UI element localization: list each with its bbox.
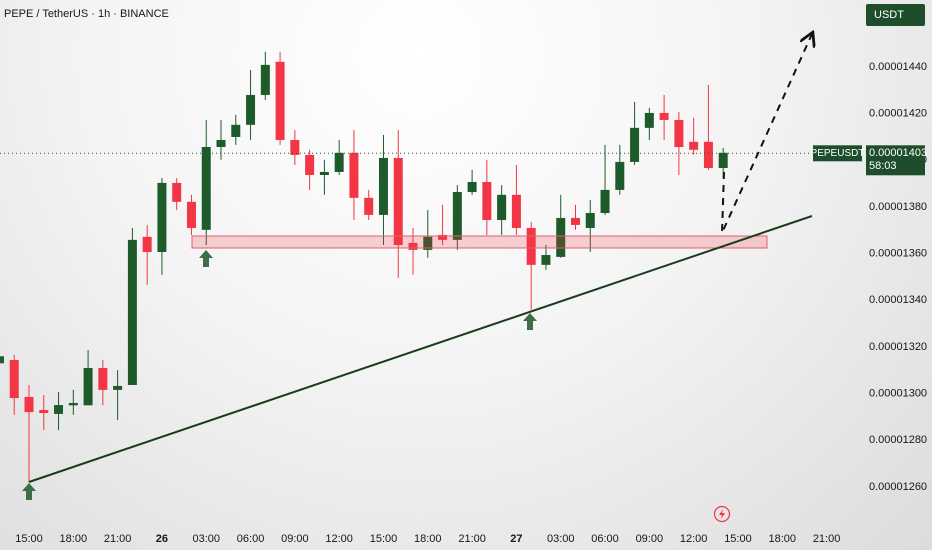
candle-body	[423, 236, 433, 250]
x-tick-label: 12:00	[680, 533, 708, 545]
candle-body	[349, 152, 359, 198]
x-tick-label: 03:00	[547, 533, 575, 545]
candle-body	[142, 236, 152, 252]
candle-body	[334, 152, 344, 172]
x-tick-label: 06:00	[237, 533, 265, 545]
candle-body	[467, 182, 477, 193]
candle-body	[319, 171, 329, 175]
chart-title: PEPE / TetherUS · 1h · BINANCE	[4, 8, 169, 20]
candle-body	[644, 112, 654, 128]
candle-body	[246, 94, 256, 125]
candle-body	[615, 161, 625, 190]
candle-body	[305, 154, 315, 175]
candle-body	[497, 194, 507, 221]
candle-body	[9, 360, 19, 399]
x-tick-label: 15:00	[724, 533, 752, 545]
x-tick-label: 09:00	[281, 533, 309, 545]
candle-body	[630, 127, 640, 162]
plot-area	[0, 51, 862, 483]
x-tick-label: 18:00	[414, 533, 442, 545]
unit-badge	[866, 4, 925, 26]
y-tick-label: 0.00001360	[869, 248, 927, 260]
y-tick-label: 0.00001300	[869, 388, 927, 400]
x-tick-label: 03:00	[192, 533, 220, 545]
x-tick-label: 15:00	[15, 533, 43, 545]
candle-body	[186, 201, 196, 228]
y-tick-label: 0.00001420	[869, 108, 927, 120]
up-arrow	[523, 313, 537, 330]
candle-body	[54, 405, 64, 414]
unit-label: USDT	[874, 9, 904, 21]
x-tick-label: 18:00	[60, 533, 88, 545]
drawings	[22, 34, 813, 523]
candle-body	[408, 242, 418, 250]
y-tick-label: 0.00001320	[869, 341, 927, 353]
candle-body	[127, 239, 137, 385]
x-tick-label: 09:00	[636, 533, 664, 545]
x-tick-label: 06:00	[591, 533, 619, 545]
candle-body	[216, 140, 226, 147]
candle-body	[172, 182, 182, 202]
y-tick-label: 0.00001260	[869, 481, 927, 493]
candle-body	[24, 396, 34, 413]
x-tick-label: 15:00	[370, 533, 398, 545]
up-arrow	[199, 250, 213, 267]
symbol-badge	[813, 145, 862, 162]
projection-arrow	[721, 34, 812, 234]
candle-body	[674, 119, 684, 147]
price-badge	[866, 145, 925, 176]
y-tick-label: 0.00001380	[869, 201, 927, 213]
candle-body	[689, 141, 699, 150]
candle-body	[541, 255, 551, 265]
symbol-label: PEPEUSDT	[811, 148, 865, 159]
candle-body	[98, 367, 108, 390]
x-tick-label: 27	[510, 533, 522, 545]
candle-body	[556, 217, 566, 257]
x-tick-label: 18:00	[769, 533, 797, 545]
y-tick-label: 0.00001280	[869, 434, 927, 446]
support-zone	[191, 235, 768, 249]
candle-body	[452, 192, 462, 240]
candle-body	[600, 189, 610, 214]
candle-body	[364, 197, 374, 215]
candle-body	[482, 182, 492, 221]
x-tick-label: 12:00	[325, 533, 353, 545]
x-tick-label: 21:00	[813, 533, 841, 545]
candle-body	[157, 182, 167, 252]
candle-body	[718, 152, 728, 168]
candle-body	[703, 141, 713, 168]
candle-body	[201, 147, 211, 230]
candle-body	[0, 356, 4, 364]
countdown-label: 58:03	[869, 160, 897, 172]
candle-body	[393, 157, 403, 245]
candle-body	[438, 234, 448, 240]
x-tick-label: 26	[156, 533, 168, 545]
price-label: 0.00001403	[869, 147, 927, 159]
candle-body	[290, 140, 300, 155]
candle-body	[260, 64, 270, 95]
candle-body	[526, 227, 536, 265]
candle-body	[39, 409, 49, 413]
candle-body	[68, 402, 78, 406]
candle-body	[275, 61, 285, 141]
candle-body	[659, 112, 669, 120]
y-tick-label: 0.00001340	[869, 294, 927, 306]
candle-body	[113, 385, 123, 390]
candle-body	[585, 213, 595, 228]
trend-line	[28, 215, 813, 483]
up-arrow	[22, 483, 36, 500]
x-tick-label: 21:00	[104, 533, 132, 545]
candle-body	[231, 124, 241, 137]
candle-body	[570, 217, 580, 225]
candle-body	[378, 157, 388, 215]
alert-icon	[713, 505, 731, 523]
candle-body	[83, 367, 93, 406]
y-tick-label: 0.00001440	[869, 61, 927, 73]
candle-body	[511, 194, 521, 228]
x-tick-label: 21:00	[458, 533, 486, 545]
